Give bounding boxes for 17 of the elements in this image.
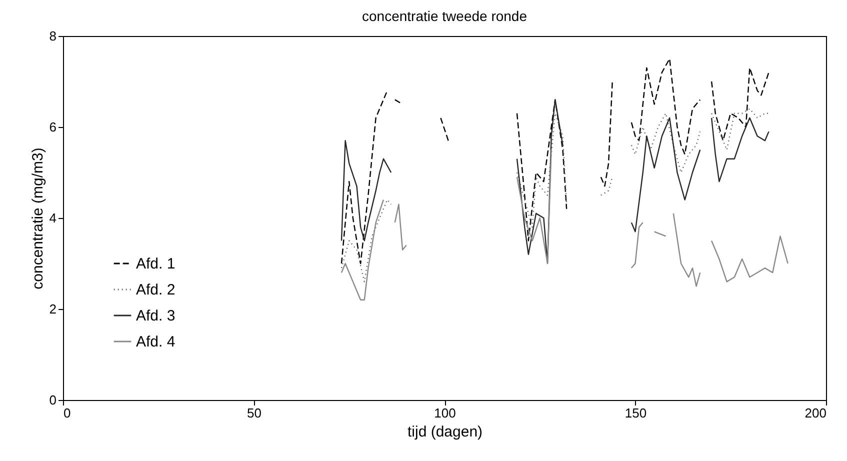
legend-label: Afd. 3 [136, 308, 176, 324]
x-axis-title: tijd (dagen) [407, 424, 483, 440]
x-tick-label: 200 [804, 406, 826, 420]
chart-title: concentratie tweede ronde [362, 8, 528, 24]
legend-label: Afd. 2 [136, 282, 176, 298]
y-tick-label: 8 [49, 28, 56, 44]
y-tick-label: 4 [49, 210, 56, 226]
legend-label: Afd. 1 [136, 256, 176, 272]
x-tick-label: 0 [64, 406, 71, 420]
x-tick-label: 50 [247, 406, 262, 420]
x-tick-label: 100 [434, 406, 456, 420]
y-tick-label: 2 [49, 302, 56, 316]
y-axis-title: concentratie (mg/m3) [29, 148, 46, 290]
x-tick-label: 150 [624, 406, 647, 420]
y-tick-label: 6 [49, 120, 56, 134]
legend-label: Afd. 4 [136, 334, 176, 350]
y-tick-label: 0 [49, 392, 56, 408]
